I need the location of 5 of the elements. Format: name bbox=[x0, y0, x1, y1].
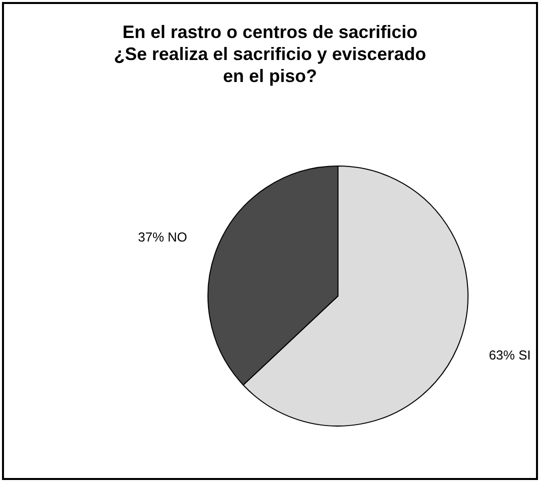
data-label: 37% bbox=[138, 230, 164, 245]
data-label: 63% bbox=[488, 347, 516, 362]
slice-label: NO bbox=[168, 230, 188, 245]
slice-label: SI bbox=[518, 347, 531, 362]
chart-title: En el rastro o centros de sacrificio ¿Se realiza el sacrificio y eviscerado en el piso? bbox=[114, 22, 426, 86]
